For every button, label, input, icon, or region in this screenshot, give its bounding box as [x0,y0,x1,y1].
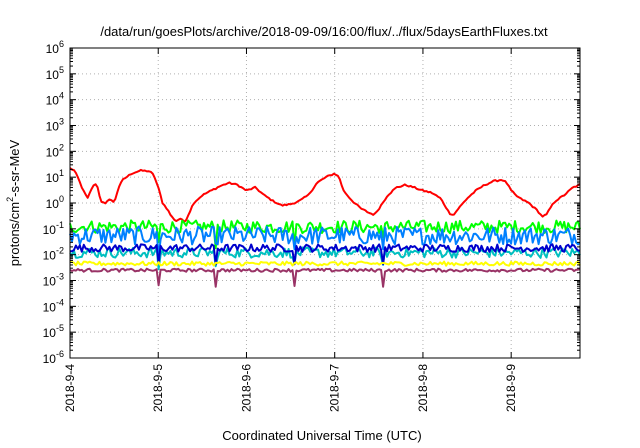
y-tick-label: 10-2 [43,246,64,263]
y-tick-label: 10-5 [43,323,64,340]
series-line-3 [69,246,581,271]
x-tick-label: 2018-9-7 [328,364,342,412]
y-tick-label: 10-3 [43,272,64,289]
y-tick-label: 103 [46,117,64,134]
series-line-4 [69,243,581,266]
series-line-0 [69,167,581,223]
series-line-5 [69,260,581,267]
series-layer [69,167,581,288]
x-axis-label: Coordinated Universal Time (UTC) [222,428,421,443]
y-axis-label-main: protons/cm [7,202,22,266]
y-tick-label: 106 [46,39,64,56]
y-tick-label: 102 [46,142,64,159]
x-tick-label: 2018-9-4 [63,364,77,412]
x-tick-label: 2018-9-8 [416,364,430,412]
x-tick-label: 2018-9-9 [504,364,518,412]
y-tick-label: 10-1 [43,220,64,237]
x-axis: 2018-9-4 2018-9-5 2018-9-6 2018-9-7 2018-9-8… [63,48,518,412]
y-axis: 10-6 10-5 10-4 10-3 10-2 10-1 100 101 102 103 104 1… [43,39,580,366]
x-tick-label: 2018-9-6 [239,364,253,412]
series-line-2 [69,225,581,257]
y-axis-label: protons/cm2-s-sr-MeV [5,139,22,266]
x-tick-label: 2018-9-5 [151,364,165,412]
chart-title: /data/run/goesPlots/archive/2018-09-09/1… [100,24,548,39]
y-tick-label: 10-4 [43,297,64,314]
grid-lines [70,48,580,358]
series-line-6 [69,267,581,288]
y-axis-label-exp: 2 [5,197,15,202]
y-axis-label-rest: -s-sr-MeV [7,139,22,196]
y-tick-label: 101 [46,168,64,185]
series-line-1 [69,219,581,250]
y-tick-label: 100 [46,194,64,211]
y-tick-label: 105 [46,65,64,82]
y-tick-label: 10-6 [43,349,64,366]
y-tick-label: 104 [46,91,64,108]
